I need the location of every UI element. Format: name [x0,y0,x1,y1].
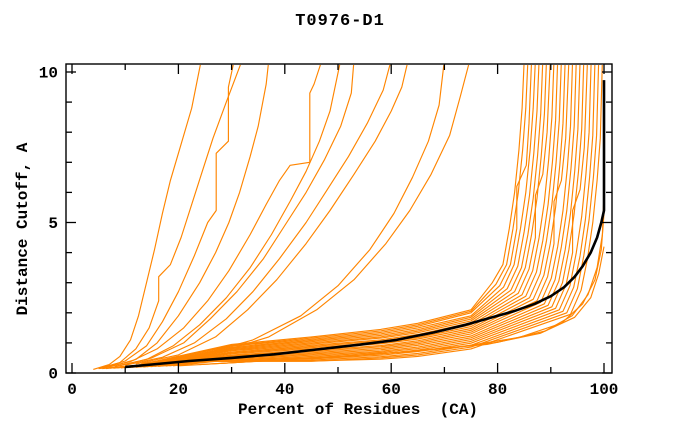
server-model-curve [120,65,547,369]
server-model-curve [103,65,234,369]
server-model-curve [114,65,341,367]
server-model-curve [158,65,585,367]
server-model-curve [220,246,605,364]
best-model-curve [125,80,606,369]
server-model-curve [105,65,532,370]
server-model-curve [146,65,574,368]
x-tick-label: 60 [382,381,401,399]
x-tick-label: 20 [169,381,188,399]
server-model-curve [109,65,269,368]
server-model-curve [117,65,544,369]
server-model-curve [135,65,562,368]
server-model-curve [98,65,241,370]
server-model-curve [128,65,555,369]
server-model-curve [154,65,581,367]
y-tick-label: 5 [48,215,58,233]
server-model-curve [141,65,445,364]
plot-border [65,63,613,374]
x-tick-label: 80 [488,381,507,399]
y-tick-label: 0 [48,366,58,384]
server-model-curve [102,65,529,370]
server-model-curve [151,65,470,364]
x-tick-label: 0 [67,381,77,399]
x-tick-label: 40 [275,381,294,399]
server-model-curve [176,65,603,367]
server-model-curve [103,65,321,369]
curves-layer [93,65,606,370]
server-model-curve [143,65,570,368]
server-model-curve [98,65,525,370]
x-tick-label: 100 [590,381,619,399]
y-axis-title: Distance Cutoff, A [14,142,32,316]
server-model-curve [113,65,540,369]
server-model-curve [124,65,551,369]
server-model-curve [132,65,559,368]
server-model-curve [125,65,391,366]
server-model-curve [119,65,355,367]
server-model-curve [161,65,588,367]
server-model-curve [135,65,408,365]
chart-title: T0976-D1 [295,12,385,31]
y-tick-label: 10 [39,65,58,83]
server-model-curve [93,65,201,370]
server-model-curve [109,65,536,369]
x-axis-title: Percent of Residues (CA) [237,401,479,419]
